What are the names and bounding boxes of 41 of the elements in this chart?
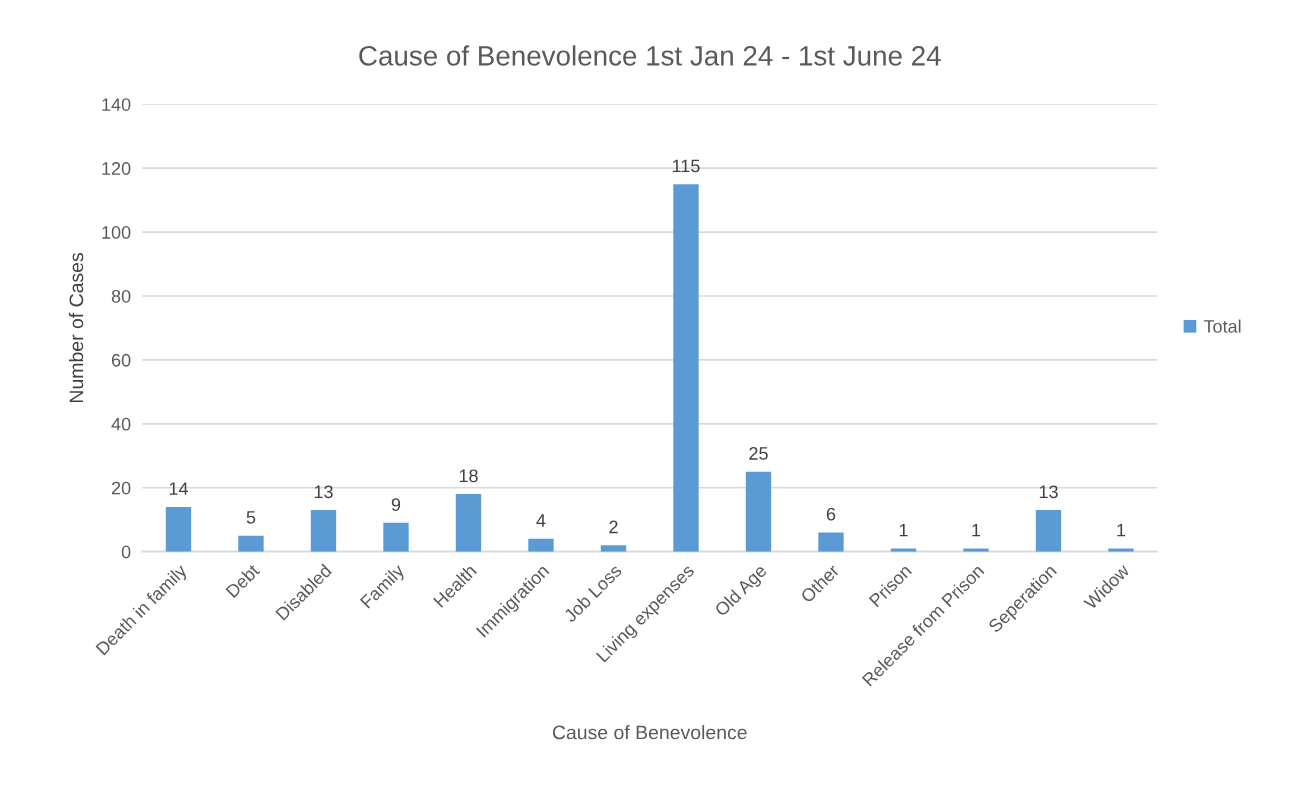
bar <box>818 532 844 552</box>
bar <box>673 184 699 552</box>
data-label: 25 <box>749 447 768 460</box>
bar <box>963 548 989 552</box>
y-tick-label: 0 <box>121 545 131 559</box>
data-label: 13 <box>314 485 333 499</box>
y-tick-label: 40 <box>111 417 131 431</box>
data-label: 6 <box>826 507 836 521</box>
data-label: 1 <box>1117 523 1126 537</box>
x-tick-label: Old Age <box>713 563 770 620</box>
y-tick-label: 140 <box>102 98 131 111</box>
data-label: 2 <box>609 520 618 534</box>
data-label: 115 <box>672 159 700 173</box>
data-label: 14 <box>169 482 188 495</box>
bar <box>383 522 409 552</box>
chart-title: Cause of Benevolence 1st Jan 24 - 1st June 24 <box>359 45 941 66</box>
y-axis-title: Number of Cases <box>68 253 84 402</box>
bar <box>890 548 917 552</box>
bar <box>455 494 482 552</box>
data-label: 1 <box>972 523 981 537</box>
data-label: 13 <box>1039 485 1058 499</box>
y-tick-label: 60 <box>111 353 131 367</box>
y-tick-label: 120 <box>102 162 131 175</box>
x-axis-title: Cause of Benevolence <box>552 725 747 740</box>
y-tick-label: 20 <box>111 481 131 495</box>
bar <box>310 510 337 552</box>
bar <box>165 506 192 552</box>
bar <box>600 545 627 552</box>
y-tick-label: 100 <box>102 226 131 239</box>
data-label: 1 <box>899 523 908 537</box>
bar <box>1108 548 1134 552</box>
data-label: 18 <box>459 469 478 483</box>
bar <box>528 538 554 552</box>
y-tick-label: 80 <box>111 289 131 303</box>
bar <box>1035 510 1062 552</box>
bar <box>238 535 264 552</box>
bar <box>745 471 772 552</box>
legend-label: Total <box>1203 319 1241 333</box>
data-label: 4 <box>536 514 546 527</box>
data-label: 9 <box>391 498 401 511</box>
data-label: 5 <box>246 511 256 524</box>
